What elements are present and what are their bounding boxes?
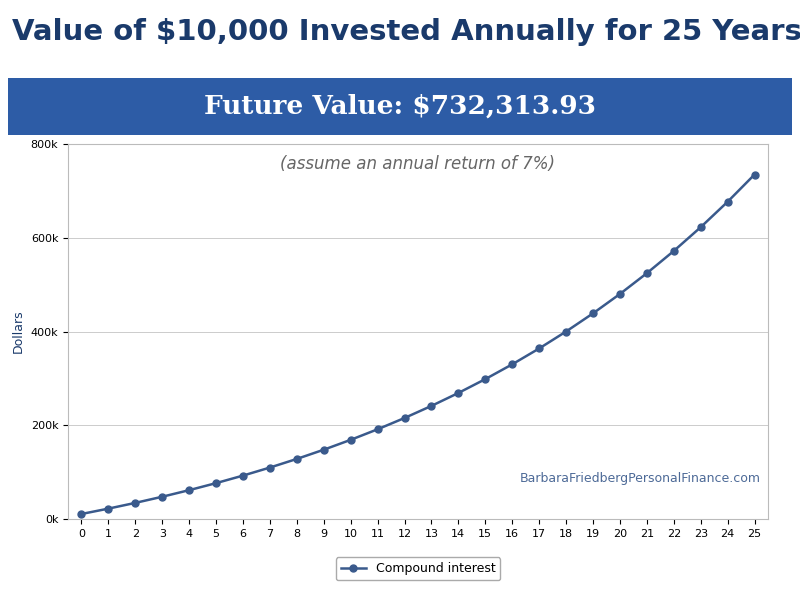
Text: Value of $10,000 Invested Annually for 25 Years: Value of $10,000 Invested Annually for 2…	[12, 19, 800, 46]
Text: BarbaraFriedbergPersonalFinance.com: BarbaraFriedbergPersonalFinance.com	[520, 472, 761, 485]
Text: Future Value: $732,313.93: Future Value: $732,313.93	[204, 94, 596, 119]
Text: (assume an annual return of 7%): (assume an annual return of 7%)	[281, 155, 555, 173]
Legend: Compound interest: Compound interest	[336, 557, 500, 580]
Y-axis label: Dollars: Dollars	[12, 310, 25, 353]
